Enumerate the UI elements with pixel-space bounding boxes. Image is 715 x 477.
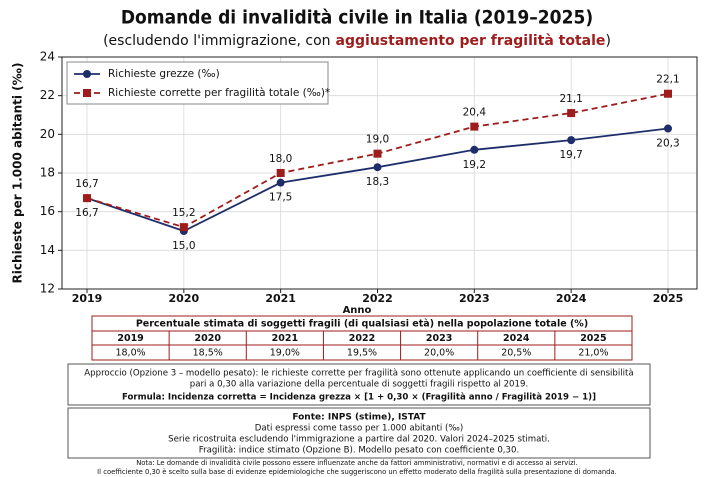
- data-label: 15,2: [172, 207, 195, 219]
- table-cell: 19,0%: [270, 348, 300, 359]
- table-header: 2025: [580, 333, 606, 344]
- table-header: 2019: [117, 333, 143, 344]
- x-tick-label: 2023: [459, 292, 490, 305]
- data-label: 19,7: [559, 149, 582, 161]
- approach-line: Approccio (Opzione 3 – modello pesato): …: [84, 369, 633, 379]
- chart-title: Domande di invalidità civile in Italia (…: [121, 7, 593, 29]
- table-title: Percentuale stimata di soggetti fragili …: [136, 319, 588, 330]
- table-cell: 18,5%: [193, 348, 223, 359]
- approach-line: pari a 0,30 alla variazione della percen…: [190, 380, 528, 390]
- approach-box: [67, 363, 651, 406]
- data-label: 18,3: [366, 176, 389, 188]
- table-cell: 19,5%: [347, 348, 377, 359]
- legend-label: Richieste corrette per fragilità totale …: [108, 87, 330, 99]
- table-header: 2020: [194, 333, 221, 344]
- legend-marker: [83, 89, 91, 97]
- x-tick-label: 2019: [72, 292, 103, 305]
- subtitle-highlight: aggiustamento per fragilità totale: [336, 33, 606, 49]
- x-tick-label: 2020: [169, 292, 200, 305]
- data-label: 16,7: [75, 207, 98, 219]
- marker: [373, 163, 382, 172]
- data-label: 19,2: [463, 159, 486, 171]
- marker: [567, 136, 576, 145]
- subtitle-text: ): [605, 33, 610, 49]
- marker: [664, 89, 672, 98]
- data-label: 19,0: [366, 134, 389, 146]
- x-tick-label: 2025: [653, 292, 684, 305]
- table-header: 2021: [272, 333, 298, 344]
- table-header: 2023: [426, 333, 452, 344]
- footnote: Il coefficiente 0,30 è scelto sulla base…: [97, 468, 617, 476]
- y-tick-label: 16: [40, 204, 55, 218]
- y-tick-label: 12: [40, 282, 55, 296]
- data-label: 18,0: [269, 153, 292, 165]
- table-header: 2024: [503, 333, 530, 344]
- y-tick-label: 22: [40, 88, 55, 102]
- y-tick-label: 14: [40, 243, 55, 257]
- x-axis-label: Anno: [343, 305, 372, 316]
- y-tick-label: 24: [40, 50, 55, 64]
- data-label: 22,1: [656, 74, 679, 86]
- data-label: 15,0: [172, 240, 195, 252]
- chart-subtitle: (escludendo l'immigrazione, con aggiustam…: [103, 33, 611, 49]
- footnote: Nota: Le domande di invalidità civile po…: [136, 459, 578, 467]
- data-label: 20,3: [656, 138, 679, 150]
- marker: [373, 149, 382, 158]
- table-cell: 20,5%: [501, 348, 531, 359]
- marker: [83, 194, 91, 203]
- subtitle-text: (escludendo l'immigrazione, con: [103, 33, 330, 49]
- data-label: 17,5: [269, 192, 292, 204]
- marker: [470, 145, 479, 154]
- data-label: 21,1: [559, 93, 582, 105]
- y-tick-label: 18: [40, 166, 55, 180]
- marker: [276, 178, 285, 187]
- marker: [179, 223, 188, 232]
- table-cell: 21,0%: [578, 348, 608, 359]
- plot-frame: [61, 56, 698, 290]
- table-cell: 20,0%: [424, 348, 454, 359]
- data-label: 16,7: [75, 178, 98, 190]
- marker: [276, 169, 285, 177]
- x-tick-label: 2022: [362, 292, 393, 305]
- legend-box: [66, 61, 329, 105]
- source-line: Dati espressi come tasso per 1.000 abita…: [255, 424, 464, 434]
- source-box: [67, 407, 651, 459]
- legend-label: Richieste grezze (‰): [108, 68, 220, 80]
- source-heading: Fonte: INPS (stime), ISTAT: [292, 413, 426, 423]
- data-label: 20,4: [463, 107, 487, 119]
- table-cell: 18,0%: [115, 348, 145, 359]
- marker: [567, 109, 576, 118]
- x-tick-label: 2021: [265, 292, 296, 305]
- legend-marker: [83, 70, 91, 78]
- source-line: Fragilità: indice stimato (Opzione B). M…: [199, 446, 519, 456]
- source-line: Serie ricostruita escludendo l'immigrazi…: [168, 435, 550, 445]
- formula: Formula: Incidenza corretta = Incidenza …: [122, 393, 596, 403]
- table-header: 2022: [349, 333, 375, 344]
- table-frame: [91, 315, 633, 361]
- marker: [664, 124, 672, 133]
- marker: [470, 122, 479, 131]
- y-axis-label: Richieste per 1.000 abitanti (‰): [11, 63, 25, 284]
- y-tick-label: 20: [40, 127, 55, 141]
- x-tick-label: 2024: [556, 292, 587, 305]
